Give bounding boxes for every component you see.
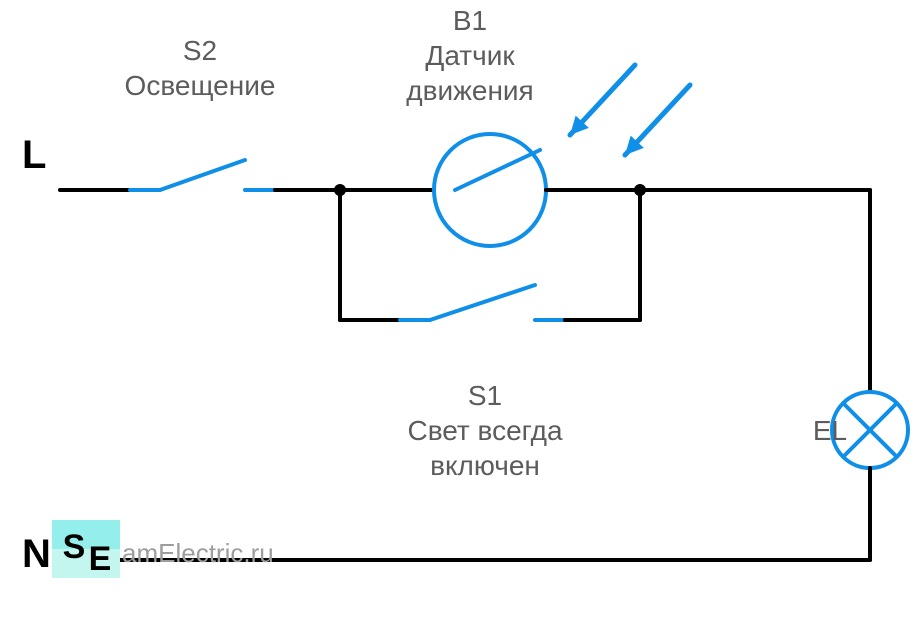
switch-S1 [430, 285, 535, 320]
svg-text:Датчик: Датчик [425, 40, 515, 71]
svg-text:S2: S2 [183, 35, 217, 66]
watermark: amElectric.ru [122, 538, 274, 568]
svg-text:S1: S1 [468, 380, 502, 411]
circuit-diagram: L N S2 Освещение B1 Датчик движения S1 Свет всег… [0, 0, 922, 644]
svg-text:EL: EL [813, 415, 847, 446]
svg-text:движения: движения [406, 75, 533, 106]
svg-text:Освещение: Освещение [125, 70, 276, 101]
switch-S2 [160, 160, 245, 190]
svg-text:B1: B1 [453, 5, 487, 36]
motion-sensor-B1 [434, 134, 546, 246]
svg-text:S: S [63, 528, 86, 566]
svg-text:включен: включен [430, 450, 540, 481]
terminal-L: L [22, 133, 46, 177]
svg-text:E: E [89, 540, 112, 578]
terminal-N: N [22, 532, 51, 576]
svg-text:Свет всегда: Свет всегда [407, 415, 562, 446]
